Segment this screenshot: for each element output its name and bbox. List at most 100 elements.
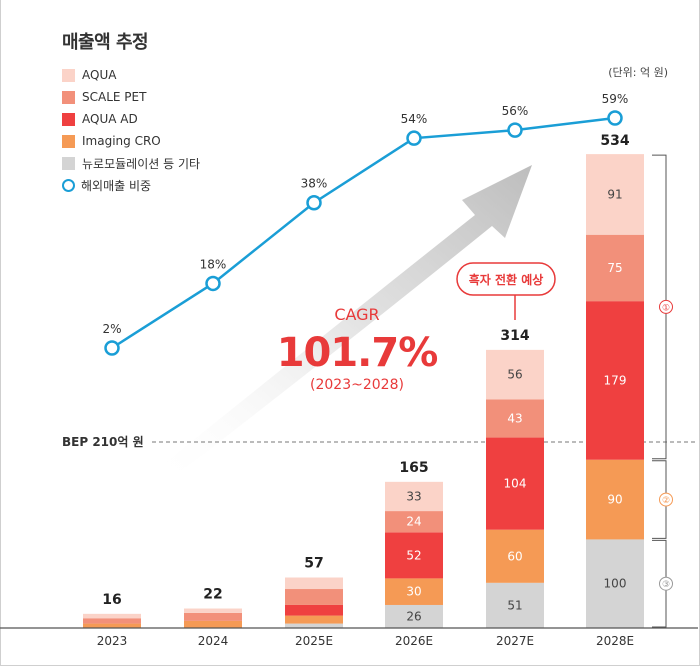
bar-segment (184, 608, 242, 613)
bar-total-label: 534 (600, 133, 629, 149)
bracket-marker-icon (659, 576, 673, 591)
bracket-marker-icon (659, 299, 673, 314)
bar-segment (285, 623, 343, 628)
bar-segment (586, 301, 644, 460)
bar-total-label: 165 (399, 460, 428, 476)
legend-item: 뉴로모듈레이션 등 기타 (62, 152, 200, 174)
legend-label: AQUA AD (82, 112, 138, 126)
bar-segment-label: 100 (604, 577, 627, 591)
bracket-marker-icon (659, 492, 673, 507)
line-point-label: 38% (301, 177, 328, 191)
bar-segment-label: 179 (604, 373, 627, 387)
legend-label: SCALE PET (82, 90, 147, 104)
bar-segment (285, 577, 343, 590)
bar-segment (83, 613, 141, 619)
bar-segment (486, 399, 544, 438)
line-point (406, 130, 422, 146)
bar-segment-label: 43 (507, 412, 522, 426)
bar-segment (83, 618, 141, 624)
legend-item: SCALE PET (62, 86, 200, 108)
bar-segment-label: 90 (607, 493, 622, 507)
line-point (104, 340, 120, 356)
growth-arrow-icon (150, 165, 532, 480)
bar-segment (385, 578, 443, 605)
bracket-number: ② (662, 496, 670, 506)
line-point-label: 56% (502, 104, 529, 118)
bar-segment-label: 60 (507, 549, 522, 563)
bar-segment-label: 30 (406, 585, 421, 599)
bar-segment-label: 75 (607, 261, 622, 275)
line-point-label: 59% (602, 92, 629, 106)
chart-title: 매출액 추정 (62, 32, 149, 53)
bar-segment (83, 623, 141, 628)
bar-segment (385, 511, 443, 533)
bar-segment-label: 24 (406, 515, 421, 529)
bar-segment (486, 437, 544, 530)
x-tick-label: 2027E (496, 634, 534, 648)
reference-line-label: BEP 210억 원 (62, 435, 144, 449)
bar-segment (586, 539, 644, 628)
legend-marker-icon (62, 178, 75, 192)
bar-segment-label: 52 (406, 548, 421, 562)
line-point-label: 18% (200, 257, 227, 271)
legend-label: 해외매출 비중 (81, 178, 152, 193)
legend-swatch (62, 156, 75, 170)
bar-segment-label: 91 (607, 187, 622, 201)
legend-swatch (62, 90, 75, 104)
line-point (607, 110, 623, 126)
callout-text: 흑자 전환 예상 (469, 272, 544, 287)
x-tick-label: 2023 (97, 634, 128, 648)
cagr-title: CAGR (334, 305, 379, 324)
bar-segment (486, 582, 544, 628)
x-tick-label: 2026E (395, 634, 433, 648)
line-point-label: 54% (401, 112, 428, 126)
line-point (306, 194, 322, 211)
bar-segment-label: 26 (406, 609, 421, 623)
line-series (111, 116, 616, 350)
legend-swatch (62, 112, 75, 126)
cagr-period: (2023~2028) (310, 377, 404, 393)
line-point (507, 122, 523, 138)
bar-segment (385, 604, 443, 628)
bar-segment (586, 459, 644, 540)
x-tick-label: 2028E (596, 634, 634, 648)
legend-label: AQUA (82, 68, 117, 82)
bar-segment (586, 154, 644, 235)
bar-total-label: 314 (500, 328, 529, 344)
bar-total-label: 16 (102, 592, 121, 608)
legend-item: AQUA (62, 64, 200, 86)
bar-segment-label: 33 (406, 489, 421, 503)
unit-label: (단위: 억 원) (608, 66, 668, 79)
x-tick-label: 2024 (198, 634, 229, 648)
bar-segment (486, 349, 544, 400)
bar-segment-label: 56 (507, 368, 522, 382)
callout-badge (456, 262, 556, 296)
bar-total-label: 57 (304, 556, 323, 572)
bracket-number: ① (662, 303, 670, 313)
bracket-number: ③ (662, 580, 670, 590)
legend-item: 해외매출 비중 (62, 174, 200, 196)
bar-segment (385, 481, 443, 512)
legend-item: AQUA AD (62, 108, 200, 130)
line-point (205, 275, 221, 292)
bar-segment-label: 104 (504, 477, 527, 491)
legend-swatch (62, 134, 75, 148)
legend: AQUA SCALE PET AQUA AD Imaging CRO 뉴로모듈레이션 등… (62, 64, 200, 196)
bar-segment (184, 620, 242, 628)
bar-segment (285, 589, 343, 605)
x-tick-label: 2025E (295, 634, 333, 648)
legend-label: Imaging CRO (82, 134, 161, 148)
bar-segment (385, 532, 443, 579)
bar-segment (586, 234, 644, 302)
bar-segment (486, 529, 544, 583)
bar-total-label: 22 (203, 587, 222, 603)
cagr-value: 101.7% (277, 330, 438, 376)
line-point-label: 2% (102, 322, 121, 336)
bar-segment-label: 51 (507, 598, 522, 612)
bar-segment (285, 615, 343, 624)
bar-segment (184, 612, 242, 621)
legend-swatch (62, 68, 75, 82)
legend-label: 뉴로모듈레이션 등 기타 (82, 156, 201, 171)
bar-segment (285, 604, 343, 616)
